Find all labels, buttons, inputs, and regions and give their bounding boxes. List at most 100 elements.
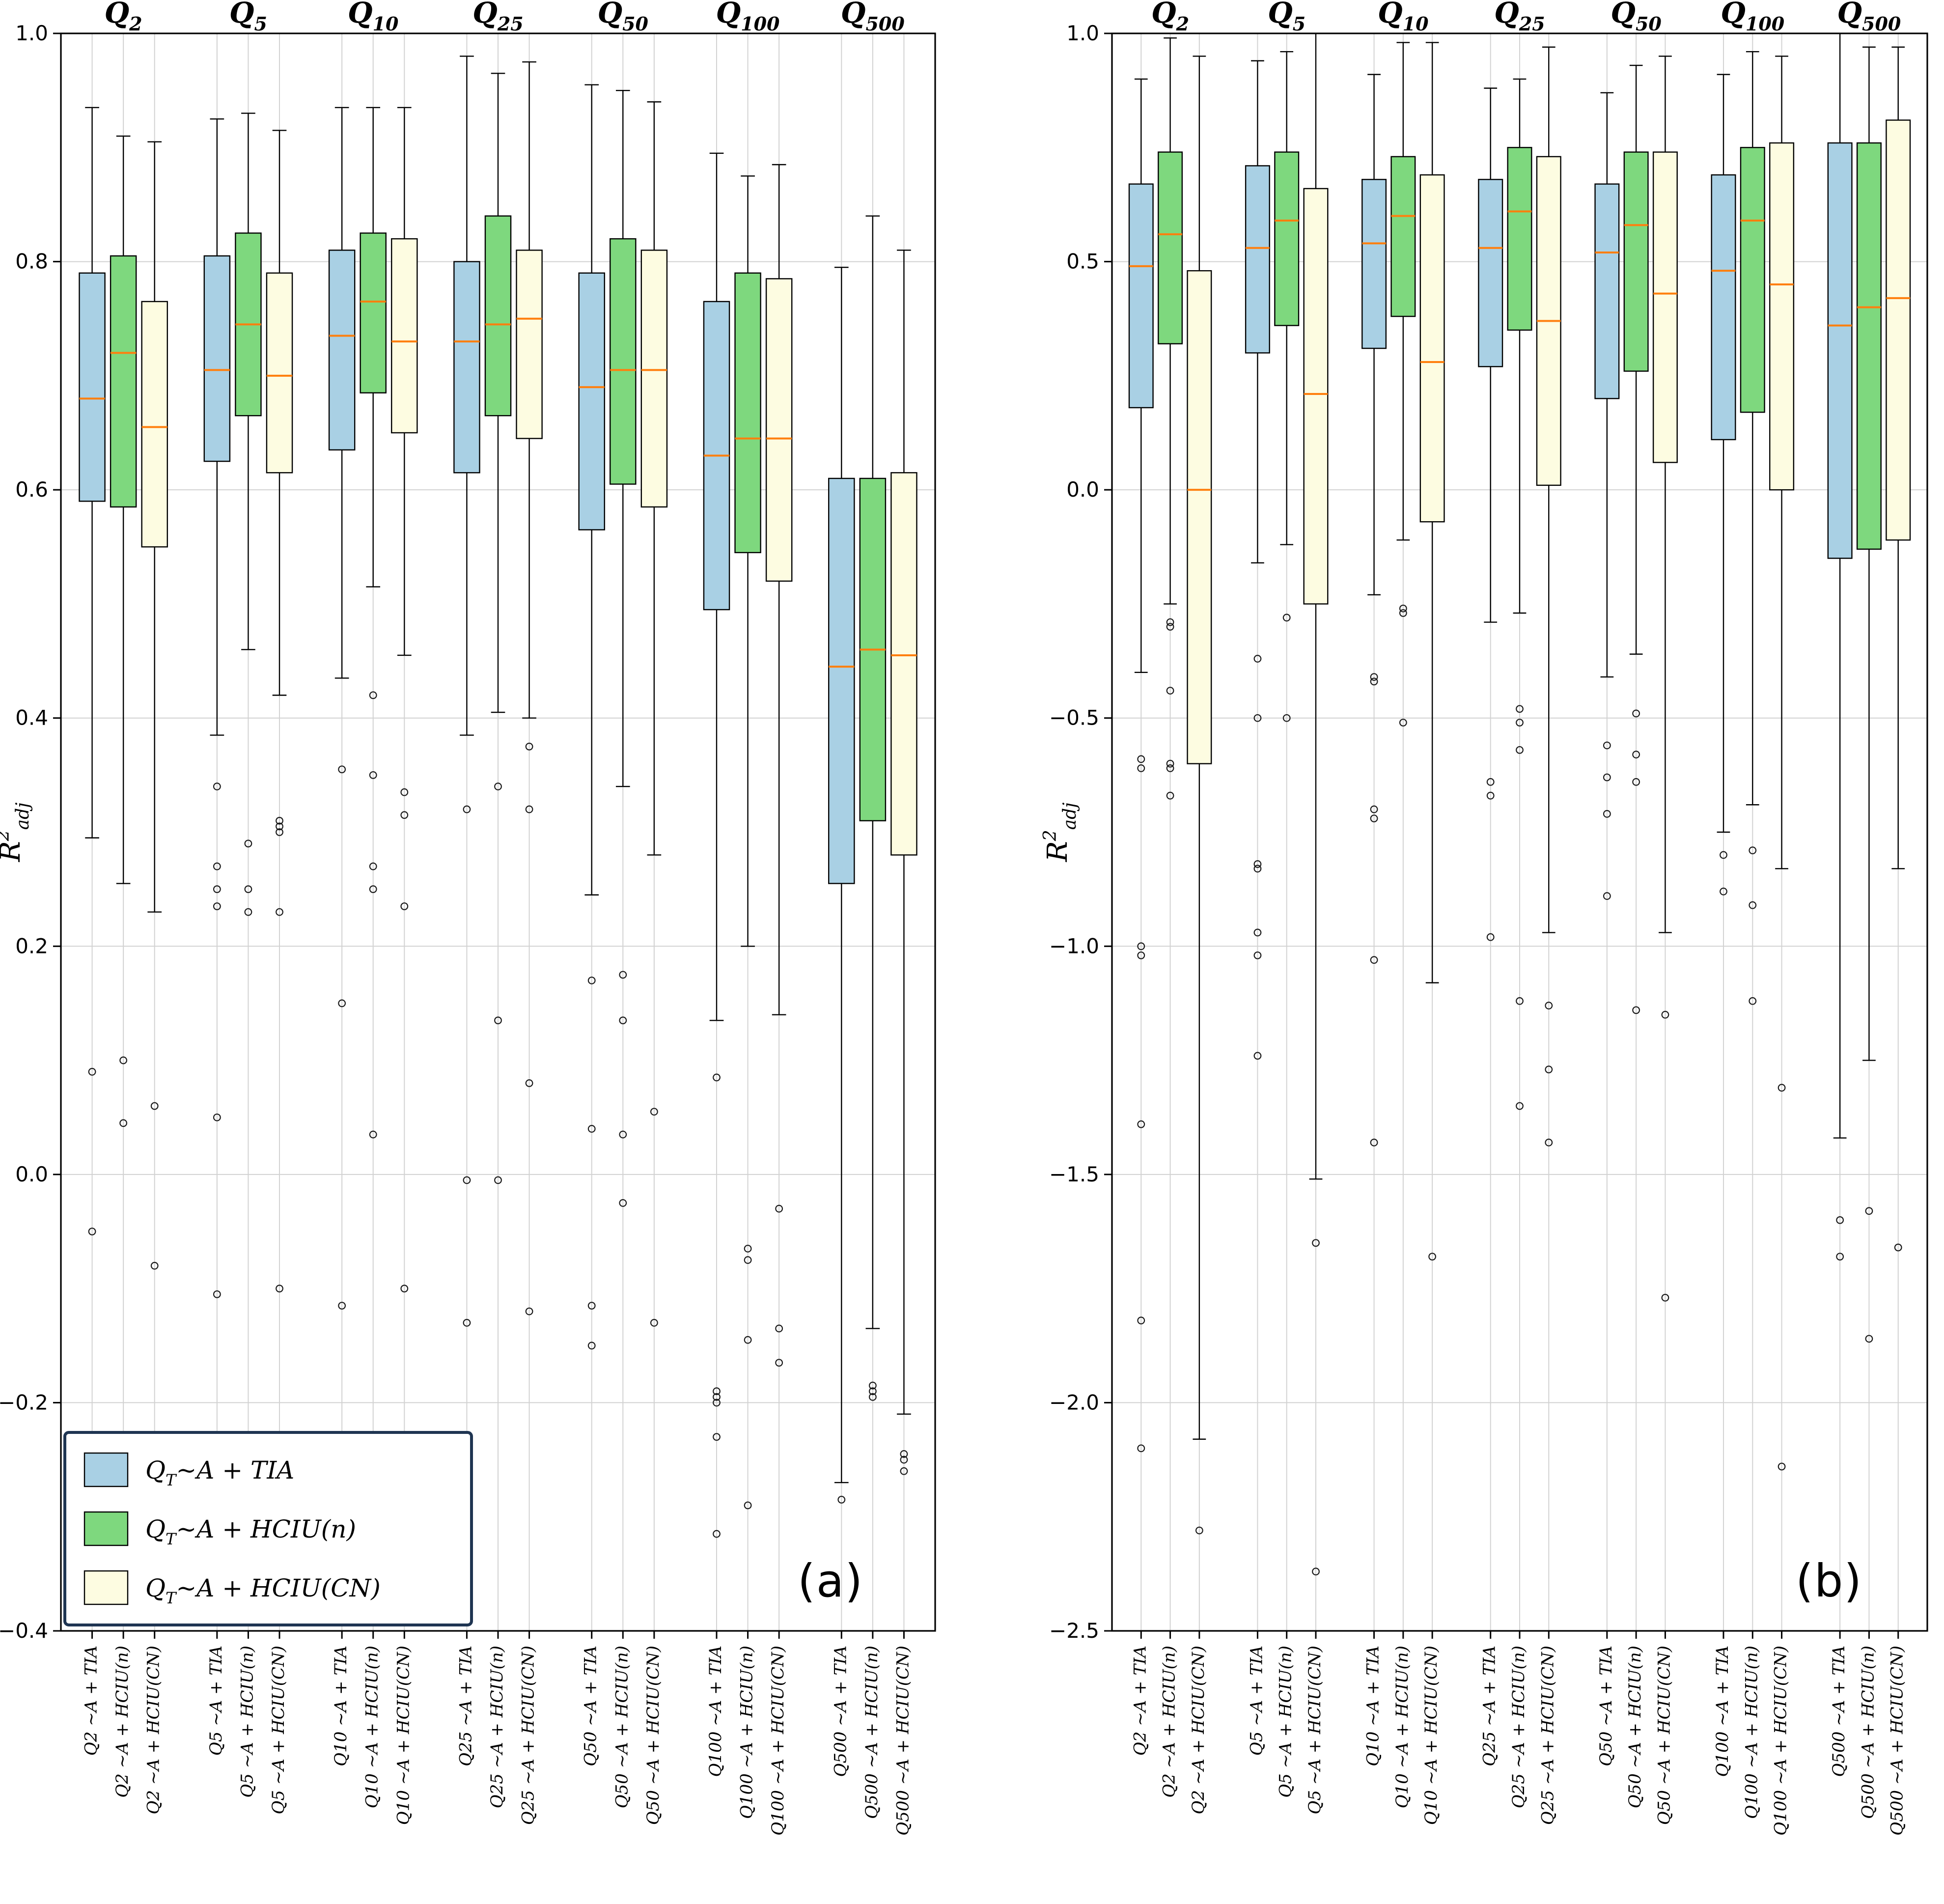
outlier-point [1632,1006,1640,1014]
group-label: Q10 [348,0,399,35]
x-tick-label: Q25 ~A + HCIU(CN) [1538,1646,1557,1825]
outlier-point [1428,1253,1437,1261]
box [1128,183,1154,409]
group-label: Q25 [472,0,523,35]
outlier-point [1777,1462,1786,1471]
x-tick-label: Q50 ~A + HCIU(CN) [1654,1646,1674,1825]
outlier-point [1370,805,1378,813]
x-tick-label: Q5 ~A + TIA [1247,1646,1266,1756]
outlier-point [900,1456,908,1464]
outlier-point [525,1079,533,1087]
box [1652,151,1678,463]
outlier-point [619,1199,627,1207]
x-tick-label: Q10 ~A + HCIU(CN) [393,1646,413,1825]
x-tick-label: Q5 ~A + HCIU(CN) [1305,1646,1325,1815]
outlier-point [1632,709,1640,718]
box [1507,147,1532,331]
legend-label: QT~A + TIA [145,1456,294,1489]
panel-b: 1.0 0.5 0.0 −0.5 −1.0 −1.5 −2.0 −2.5 Q2 ~A + TIA… [972,0,1944,1904]
x-tick-label: Q2 ~A + HCIU(CN) [144,1646,164,1815]
outlier-point [713,1387,721,1396]
outlier-point [1516,719,1524,727]
outlier-point [587,1302,596,1310]
box [1158,151,1183,345]
group-label: Q500 [841,0,905,35]
x-tick-label: Q100 ~A + HCIU(n) [737,1646,757,1819]
box [141,301,168,548]
legend-swatch [83,1511,129,1546]
outlier-point [369,1130,377,1139]
outlier-point [1399,604,1407,613]
box [1478,179,1503,367]
x-tick-label: Q50 ~A + HCIU(n) [1625,1646,1645,1808]
x-tick-label: Q10 ~A + HCIU(n) [1392,1646,1412,1808]
outlier-point [1253,714,1262,722]
outlier-point [150,1102,159,1110]
outlier-point [1253,655,1262,663]
y-tick-label: 0.8 [15,250,48,274]
outlier-point [276,816,283,825]
group-label: Q2 [105,0,142,35]
outlier-point [463,1318,471,1327]
x-tick-label: Q25 ~A + HCIU(CN) [519,1646,538,1825]
y-tick-label: 0.0 [15,1162,48,1186]
outlier-point [1166,622,1174,631]
outlier-point [1195,1526,1203,1535]
outlier-point [400,1285,409,1293]
outlier-point [244,885,252,894]
box [453,261,480,474]
box [1856,142,1882,550]
outlier-point [369,771,377,779]
x-tick-label: Q50 ~A + HCIU(n) [612,1646,632,1808]
outlier-point [713,1393,721,1401]
outlier-point [1282,614,1291,622]
outlier-point [119,1119,128,1127]
x-tick-label: Q100 ~A + HCIU(CN) [1771,1646,1791,1836]
box [1245,165,1270,354]
x-tick-label: Q10 ~A + TIA [1363,1646,1383,1766]
box [266,272,293,474]
x-tick-label: Q2 ~A + TIA [82,1646,101,1756]
outlier-point [1253,951,1262,959]
outlier-point [1166,618,1174,626]
box [391,238,418,434]
outlier-point [1486,933,1495,941]
outlier-point [525,805,533,813]
boxplot-svg-a: 1.0 0.8 0.6 0.4 0.2 0.0 −0.2 −0.4 Q2 ~A + TIA Q2 … [0,0,936,1836]
x-tick-label: Q50 ~A + TIA [1596,1646,1616,1766]
legend-box [63,1431,473,1626]
outlier-point [1516,1102,1524,1110]
box [328,250,356,451]
outlier-point [494,1176,502,1184]
outlier-point [1516,997,1524,1005]
box [1419,174,1445,523]
box [1827,142,1853,559]
outlier-point [713,1073,721,1082]
y-axis-label: R2adj [1040,803,1080,863]
y-tick-label: −1.5 [1049,1162,1099,1186]
outlier-point [1137,942,1145,951]
x-tick-label: Q5 ~A + TIA [206,1646,226,1756]
outlier-point [900,1467,908,1475]
outlier-point [1253,865,1262,873]
outlier-point [400,788,409,796]
outlier-point [338,999,346,1008]
outlier-point [1894,1243,1902,1252]
boxplot-svg-b: 1.0 0.5 0.0 −0.5 −1.0 −1.5 −2.0 −2.5 Q2 ~A + TIA… [1040,0,1928,1836]
box [1390,156,1416,317]
group-label: Q10 [1378,0,1429,35]
outlier-point [1661,1010,1669,1019]
outlier-point [369,885,377,894]
x-tick-label: Q50 ~A + HCIU(CN) [643,1646,663,1825]
box [1711,174,1736,441]
outlier-point [868,1393,877,1401]
panel-a-letter: (a) [798,1554,864,1607]
box [484,215,512,417]
x-tick-label: Q25 ~A + TIA [456,1646,475,1766]
outlier-point [276,908,283,916]
outlier-point [244,908,252,916]
outlier-point [1137,1444,1145,1453]
outlier-point [276,1285,283,1293]
box [79,272,106,502]
